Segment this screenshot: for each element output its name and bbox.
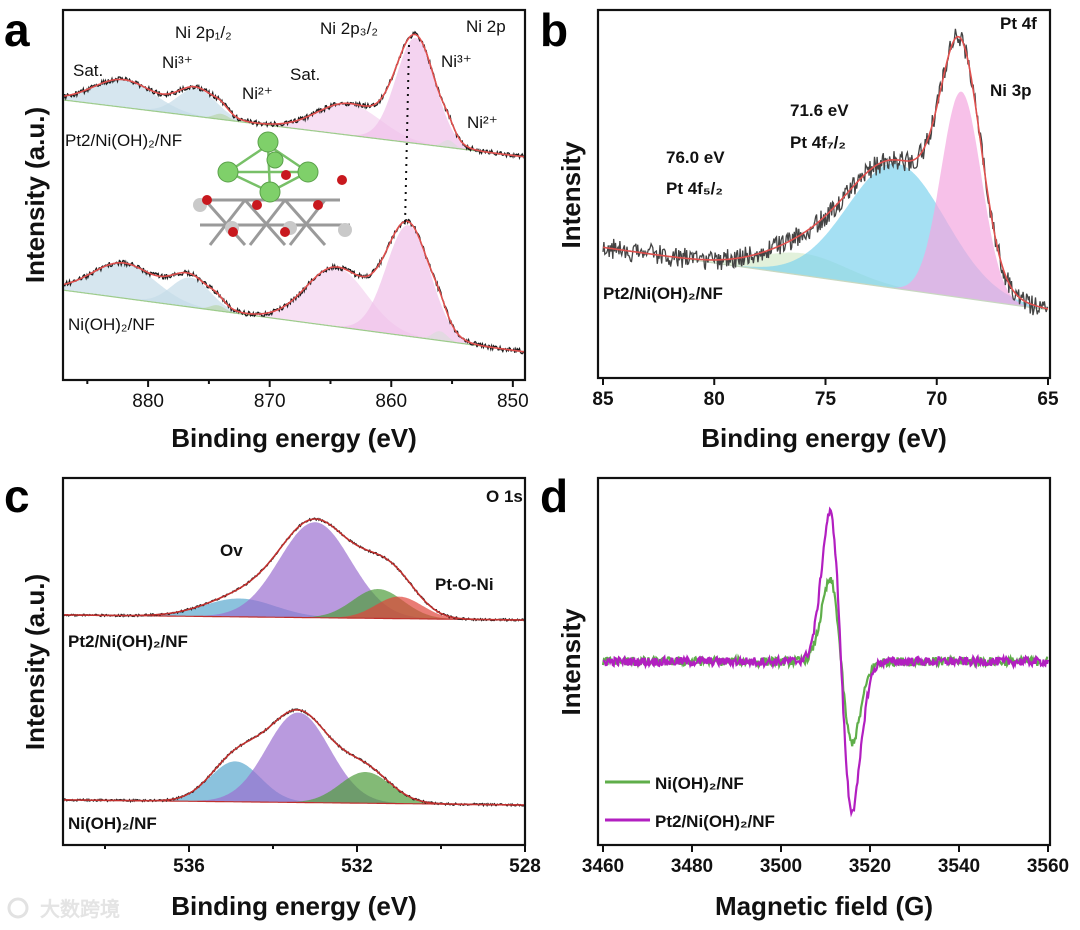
fit-component-0-5 xyxy=(434,140,464,150)
x-tick-label: 70 xyxy=(926,389,947,410)
fit-component-0-2 xyxy=(890,91,1032,308)
background-line-0 xyxy=(62,99,526,158)
fit-component-0-4 xyxy=(350,37,481,152)
panel-b-frame xyxy=(596,8,1052,380)
fit-component-1-5 xyxy=(421,331,458,343)
x-tick-label: 3520 xyxy=(849,856,891,877)
legend-label-ni-oh2-nf: Ni(OH)₂/NF xyxy=(655,774,744,793)
panel-d-frame xyxy=(596,476,1052,847)
annotation-pt-4f: Pt 4f xyxy=(1000,14,1037,33)
fit-envelope-line-1 xyxy=(62,220,526,353)
x-tick-label: 3460 xyxy=(582,856,624,877)
epr-series-line-1 xyxy=(602,506,1050,818)
fit-component-0-1 xyxy=(139,88,254,124)
watermark: 大数跨境 xyxy=(7,897,120,921)
panel-letter-c: c xyxy=(4,470,30,522)
annotation-71-6-ev: 71.6 eV xyxy=(790,101,849,120)
panel-a-x-axis-title: Binding energy (eV) xyxy=(171,423,417,453)
pt-cluster-structure-illustration xyxy=(193,131,352,246)
panel-c-y-axis-title: Intensity (a.u.) xyxy=(20,574,50,750)
x-tick-label: 528 xyxy=(509,856,541,877)
background-line-1 xyxy=(62,289,526,353)
x-tick-label: 850 xyxy=(497,391,529,412)
x-tick-label: 860 xyxy=(375,391,407,412)
legend-label-pt2-ni-oh2-nf: Pt2/Ni(OH)₂/NF xyxy=(655,812,775,831)
panel-b-x-axis-title: Binding energy (eV) xyxy=(701,423,947,453)
panel-c-frame xyxy=(61,476,527,847)
fit-envelope-line-0 xyxy=(62,33,526,158)
fit-envelope-line-0 xyxy=(63,518,525,621)
axis-ticks: 880 870 860 850 85 80 75 70 65 536 532 528 3460 3480 3… xyxy=(86,378,1069,877)
sample-label-ni-oh2-nf: Ni(OH)₂/NF xyxy=(68,315,155,334)
panel-letter-a: a xyxy=(4,4,30,56)
sample-label-pt2-ni-oh2-nf: Pt2/Ni(OH)₂/NF xyxy=(68,632,188,651)
panel-b-plot xyxy=(602,28,1049,316)
panel-d-x-axis-title: Magnetic field (G) xyxy=(715,891,933,921)
x-tick-label: 870 xyxy=(254,391,286,412)
sample-label-pt2-ni-oh2-nf: Pt2/Ni(OH)₂/NF xyxy=(603,284,723,303)
panel-letter-b: b xyxy=(540,4,568,56)
annotation-ni2-2: Ni²⁺ xyxy=(467,113,498,132)
panel-c-x-axis-title: Binding energy (eV) xyxy=(171,891,417,921)
fit-component-0-2 xyxy=(204,113,238,122)
x-tick-label: 80 xyxy=(704,389,725,410)
panel-d-y-axis-title: Intensity xyxy=(556,608,586,715)
annotation-ni-3p: Ni 3p xyxy=(990,81,1032,100)
annotation-pt-4f5-2: Pt 4f₅/₂ xyxy=(666,179,723,198)
fit-envelope-line-1 xyxy=(63,708,525,806)
x-tick-label: 65 xyxy=(1037,389,1059,410)
watermark-logo-icon xyxy=(7,897,29,919)
x-tick-label: 3500 xyxy=(760,856,802,877)
x-tick-label: 3540 xyxy=(938,856,980,877)
sample-label-pt2-ni-oh2-nf: Pt2/Ni(OH)₂/NF xyxy=(65,131,182,150)
annotation-ov: Ov xyxy=(220,541,243,560)
x-tick-label: 536 xyxy=(173,856,205,877)
annotation-ni-2p: Ni 2p xyxy=(466,17,506,36)
fit-component-1-1 xyxy=(133,277,248,315)
panel-letter-d: d xyxy=(540,470,568,522)
panel-c-plot xyxy=(62,517,526,808)
annotation-ni2-1: Ni²⁺ xyxy=(242,84,273,103)
panel-a-y-axis-title: Intensity (a.u.) xyxy=(20,107,50,283)
annotation-sat-1: Sat. xyxy=(73,61,103,80)
panel-b-y-axis-title: Intensity xyxy=(556,141,586,248)
fit-component-1-4 xyxy=(334,225,482,347)
x-tick-label: 880 xyxy=(132,391,164,412)
annotation-ni3-1: Ni³⁺ xyxy=(162,53,193,72)
panel-a-frame xyxy=(61,8,527,382)
annotation-ni-2p1-2: Ni 2p₁/₂ xyxy=(175,23,232,42)
panel-a-plot xyxy=(62,30,526,355)
x-tick-label: 532 xyxy=(341,856,373,877)
fit-component-0-3 xyxy=(333,596,465,620)
annotation-ni-2p3-2: Ni 2p₃/₂ xyxy=(320,19,378,38)
annotation-ni3-2: Ni³⁺ xyxy=(441,52,472,71)
x-tick-label: 3560 xyxy=(1027,856,1069,877)
fit-component-1-2 xyxy=(200,305,234,313)
x-tick-label: 75 xyxy=(815,389,837,410)
annotation-o-1s: O 1s xyxy=(486,487,523,506)
annotation-pt-4f7-2: Pt 4f₇/₂ xyxy=(790,133,846,152)
annotation-sat-2: Sat. xyxy=(290,65,320,84)
annotation-76-0-ev: 76.0 eV xyxy=(666,148,725,167)
legend: Ni(OH)₂/NF Pt2/Ni(OH)₂/NF xyxy=(605,774,775,831)
watermark-text: 大数跨境 xyxy=(40,897,120,921)
annotation-pt-o-ni: Pt-O-Ni xyxy=(435,575,494,594)
fit-envelope-line-0 xyxy=(602,35,1049,310)
panel-d-plot xyxy=(601,506,1050,818)
fit-component-1-2 xyxy=(290,772,440,805)
x-tick-label: 85 xyxy=(592,389,614,410)
sample-label-ni-oh2-nf: Ni(OH)₂/NF xyxy=(68,814,157,833)
x-tick-label: 3480 xyxy=(671,856,713,877)
